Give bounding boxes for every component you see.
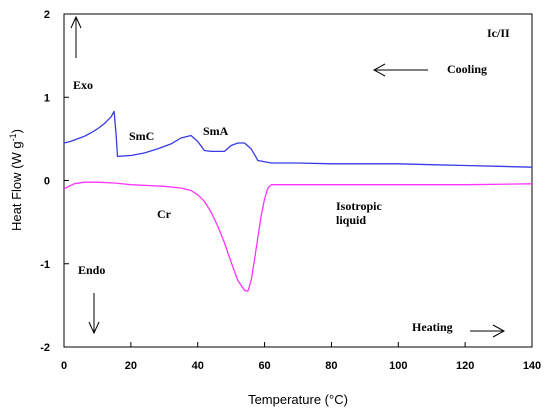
exo-arrow-icon: [70, 15, 82, 58]
x-tick-label: 40: [192, 360, 204, 372]
annotation-exo: Exo: [73, 78, 93, 92]
y-axis-title-superscript: -1: [8, 133, 18, 141]
annotation-cooling: Cooling: [447, 62, 487, 76]
annotation-ic-ii: Ic/II: [487, 26, 510, 40]
x-axis-title: Temperature (°C): [248, 392, 348, 407]
y-axis: -2 -1 0 1 2: [40, 9, 69, 354]
y-tick-label: -2: [40, 342, 50, 354]
annotation-cr: Cr: [157, 207, 172, 221]
x-tick-label: 100: [389, 360, 407, 372]
annotation-isotropic: Isotropic: [336, 199, 382, 213]
y-axis-title: Heat Flow (W g-1): [8, 129, 24, 231]
y-tick-label: -1: [40, 259, 50, 271]
annotation-smc: SmC: [129, 129, 154, 143]
annotation-endo: Endo: [78, 263, 105, 277]
y-tick-label: 1: [44, 92, 50, 104]
x-tick-label: 0: [61, 360, 67, 372]
heating-arrow-icon: [470, 324, 506, 338]
series-layer: [63, 110, 533, 292]
y-tick-label: 0: [44, 176, 50, 188]
cooling-curve: [63, 110, 533, 168]
x-tick-label: 140: [523, 360, 541, 372]
x-tick-label: 80: [325, 360, 337, 372]
x-tick-label: 60: [258, 360, 270, 372]
cooling-arrow-icon: [372, 63, 428, 77]
x-tick-label: 20: [125, 360, 137, 372]
y-tick-label: 2: [44, 9, 50, 21]
annotation-heating: Heating: [412, 320, 453, 334]
heating-curve: [63, 181, 533, 292]
x-tick-label: 120: [456, 360, 474, 372]
annotation-sma: SmA: [203, 124, 229, 138]
y-axis-title-close: ): [9, 129, 24, 133]
x-axis: 0 20 40 60 80 100 120 140: [61, 342, 541, 372]
endo-arrow-icon: [88, 293, 100, 335]
annotation-liquid: liquid: [336, 213, 366, 227]
